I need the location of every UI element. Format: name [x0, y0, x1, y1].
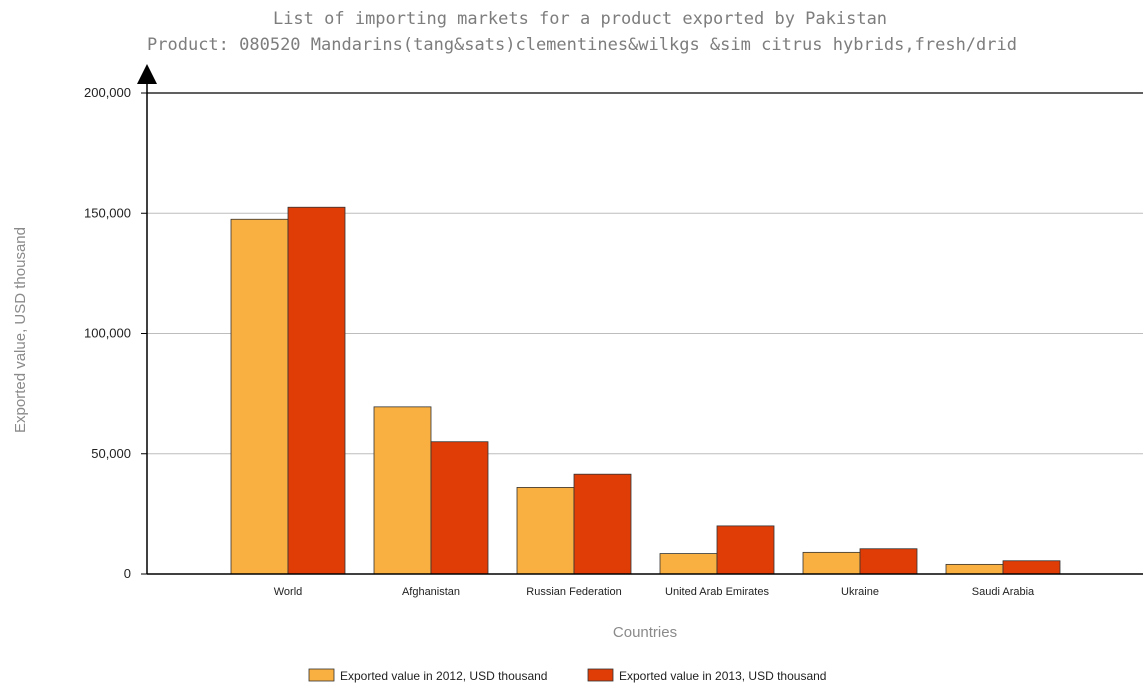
bar-2013-world [287, 206, 346, 575]
bar-2013-afghanistan [430, 441, 489, 575]
bar-2013-ukraine [859, 548, 918, 575]
x-tick-label: Afghanistan [402, 586, 460, 598]
x-axis-label: Countries [613, 624, 677, 641]
y-tick-label: 100,000 [84, 326, 131, 341]
legend-label-2013: Exported value in 2013, USD thousand [619, 669, 826, 683]
bar-2012-ukraine [802, 551, 861, 575]
bar-2012-afghanistan [373, 406, 432, 575]
chart-title: List of importing markets for a product … [273, 9, 887, 29]
x-tick-label: United Arab Emirates [665, 586, 769, 598]
legend: Exported value in 2012, USD thousand Exp… [308, 668, 826, 683]
bar-2013-united-arab-emirates [716, 525, 775, 575]
x-tick-label: Saudi Arabia [972, 586, 1035, 598]
y-axis-arrow [137, 64, 157, 84]
x-tick-label: Russian Federation [526, 586, 621, 598]
bar-2012-russian-federation [516, 487, 575, 575]
bar-2013-russian-federation [573, 473, 632, 575]
y-tick-label: 150,000 [84, 205, 131, 220]
x-tick-label: World [274, 586, 303, 598]
bar-2012-saudi-arabia [945, 563, 1004, 575]
y-axis-label: Exported value, USD thousand [12, 227, 29, 433]
x-tick-labels: World Afghanistan Russian Federation United… [274, 586, 1035, 598]
x-tick-label: Ukraine [841, 586, 879, 598]
y-tick-label: 0 [124, 566, 131, 581]
legend-swatch-2013 [587, 668, 614, 682]
chart-subtitle: Product: 080520 Mandarins(tang&sats)clem… [147, 35, 1017, 55]
legend-label-2012: Exported value in 2012, USD thousand [340, 669, 547, 683]
legend-swatch-2012 [308, 668, 335, 682]
y-tick-labels: 0 50,000 100,000 150,000 200,000 [84, 85, 147, 581]
y-tick-label: 50,000 [91, 446, 131, 461]
bar-2013-saudi-arabia [1002, 560, 1061, 575]
bars [230, 206, 1061, 575]
bar-2012-united-arab-emirates [659, 553, 718, 575]
y-tick-label: 200,000 [84, 85, 131, 100]
bar-2012-world [230, 218, 289, 575]
